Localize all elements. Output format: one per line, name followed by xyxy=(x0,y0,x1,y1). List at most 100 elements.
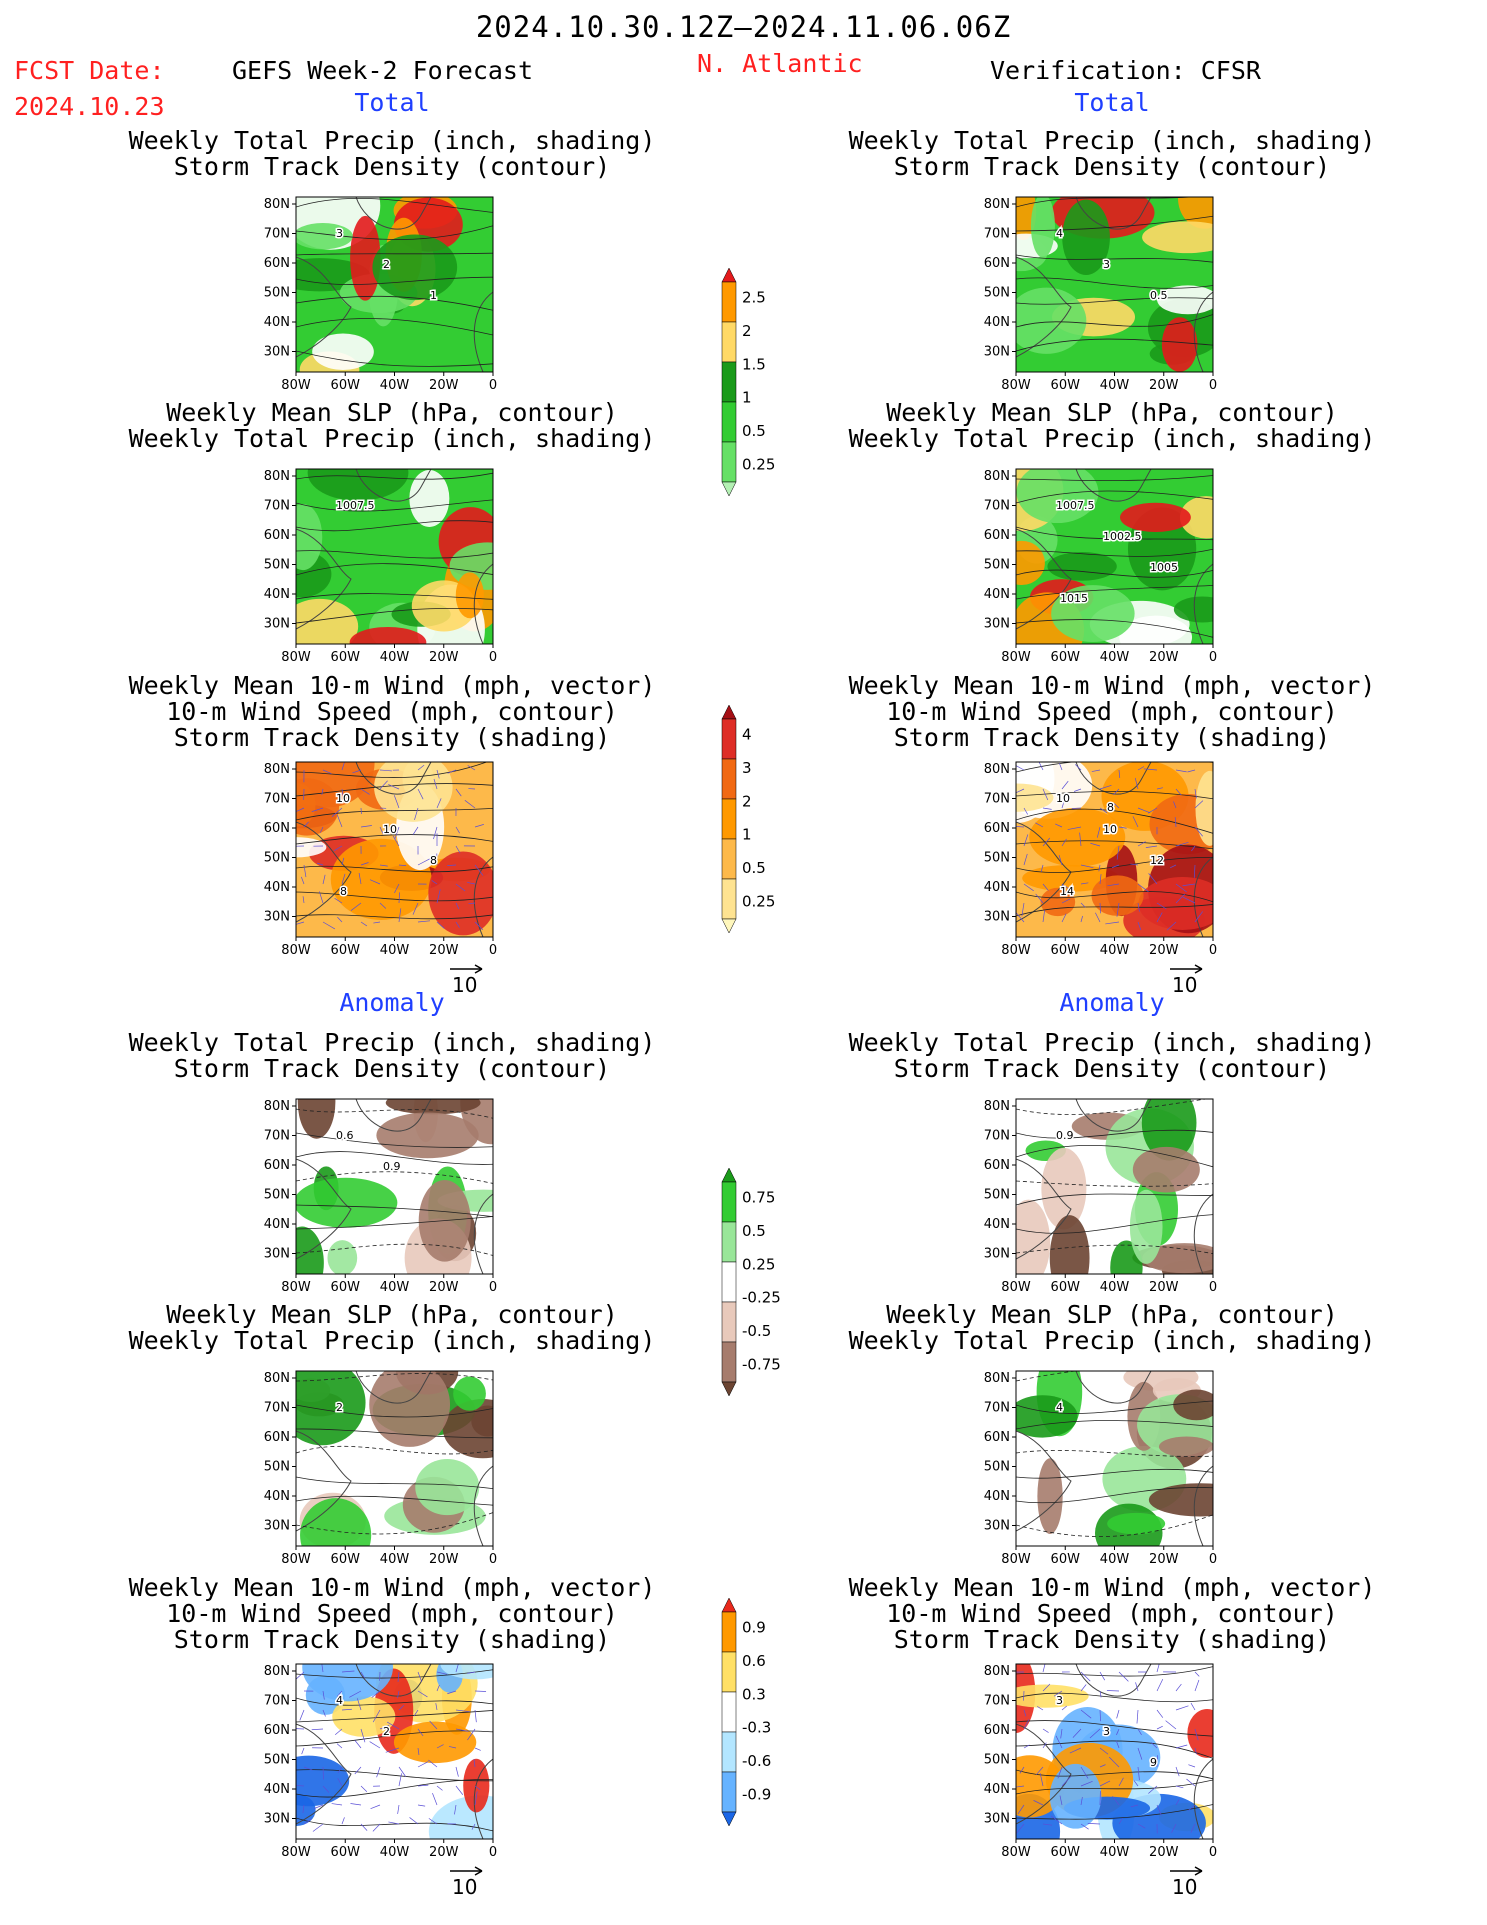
wind-vector xyxy=(1175,883,1187,893)
wind-vector xyxy=(1080,1684,1087,1692)
contour-label: 3 xyxy=(336,227,343,240)
wind-vector xyxy=(337,1766,343,1774)
lon-tick-label: 20W xyxy=(429,378,459,393)
contour-line xyxy=(296,834,493,845)
lon-tick-label: 0 xyxy=(1209,943,1217,958)
shading-region xyxy=(296,1371,366,1446)
contour-label: 4 xyxy=(1056,227,1063,240)
lat-tick-label: 70N xyxy=(264,1694,290,1709)
contour-line xyxy=(1016,1099,1209,1115)
wind-vector xyxy=(455,902,460,910)
shading-region xyxy=(1016,469,1099,524)
lat-tick-label: 50N xyxy=(264,1753,290,1768)
europe-africa-coastline xyxy=(1193,1758,1213,1839)
lat-tick-label: 60N xyxy=(984,1723,1010,1738)
wind-vector xyxy=(448,1746,457,1749)
colorbar-segment xyxy=(721,321,737,363)
colorbar-label: -0.6 xyxy=(742,1752,771,1770)
lon-tick-label: 0 xyxy=(1209,1552,1217,1567)
north-america-coastline xyxy=(1016,1158,1072,1260)
colorbar-label: 0.25 xyxy=(742,892,775,910)
wind-vector xyxy=(1137,1728,1142,1735)
contour-line xyxy=(296,1779,493,1798)
wind-vector xyxy=(1182,883,1196,887)
wind-vector xyxy=(467,1728,476,1741)
wind-vector xyxy=(474,1791,478,1806)
lon-tick-label: 40W xyxy=(380,378,410,393)
colorbar-label: -0.9 xyxy=(742,1785,771,1803)
colorbar-label: 0.5 xyxy=(742,422,766,440)
wind-vector xyxy=(1175,788,1182,796)
vector-ref-label: 10 xyxy=(1172,973,1198,997)
shading-region xyxy=(1187,1708,1213,1758)
wind-vector xyxy=(1023,1719,1030,1730)
colorbar-segment xyxy=(721,798,737,840)
contour-line xyxy=(296,1669,493,1679)
wind-vector xyxy=(417,1804,426,1807)
lat-tick-label: 80N xyxy=(264,469,290,484)
lon-tick-label: 40W xyxy=(380,1552,410,1567)
wind-vector xyxy=(436,1684,440,1692)
wind-vector xyxy=(341,857,345,866)
wind-vector xyxy=(379,780,388,790)
europe-africa-coastline xyxy=(473,291,493,372)
contour-label: 8 xyxy=(430,854,437,867)
wind-vector xyxy=(336,1743,343,1749)
wind-vector xyxy=(1156,787,1163,790)
contour-line xyxy=(1016,314,1213,328)
lon-tick-label: 80W xyxy=(281,1280,311,1295)
wind-vector xyxy=(1149,863,1158,866)
wind-vector xyxy=(1037,1706,1044,1711)
colorbar-segment xyxy=(721,1221,737,1263)
map-panel-p2: 4 3 0.5 80N 70N 60N 50N 40N 30N 80W 60W 40W 20W 0 xyxy=(961,195,1223,398)
lon-tick-label: 20W xyxy=(1149,378,1179,393)
colorbar-segment xyxy=(721,838,737,880)
lon-tick-label: 80W xyxy=(1001,943,1031,958)
contour-label: 3 xyxy=(1103,1725,1110,1738)
shading-region xyxy=(350,215,381,301)
contour-line xyxy=(296,865,493,873)
shading-region xyxy=(1142,221,1213,254)
wind-vector xyxy=(398,892,400,904)
wind-vector xyxy=(436,1671,448,1675)
wind-vector xyxy=(1080,915,1083,923)
contour-label: 8 xyxy=(340,885,347,898)
lon-tick-label: 60W xyxy=(1051,1280,1081,1295)
contour-line xyxy=(1016,338,1213,352)
lat-tick-label: 80N xyxy=(264,1371,290,1386)
title-p6: Weekly Mean 10-m Wind (mph, vector) 10-m … xyxy=(848,671,1376,752)
title-p2: Weekly Total Precip (inch, shading) Storm… xyxy=(848,126,1376,181)
colorbar-segment xyxy=(721,281,737,323)
wind-vector xyxy=(388,784,400,790)
wind-vector xyxy=(1061,898,1071,904)
wind-vector xyxy=(1143,768,1158,771)
wind-vector xyxy=(360,1728,366,1743)
shading-region xyxy=(296,504,323,571)
shading-region xyxy=(1173,596,1213,623)
contour-line xyxy=(296,225,493,240)
wind-vector xyxy=(1059,1795,1063,1806)
contour-line xyxy=(296,1495,493,1506)
wind-vector xyxy=(296,1671,305,1680)
contour-line xyxy=(296,197,493,213)
colorbar-cap xyxy=(721,1811,737,1827)
contour-label: 10 xyxy=(336,792,350,805)
wind-vector xyxy=(371,1690,381,1698)
title-p11: Weekly Mean 10-m Wind (mph, vector) 10-m … xyxy=(128,1573,656,1654)
contour-line xyxy=(1016,1692,1213,1703)
north-america-coastline xyxy=(1016,1430,1072,1532)
lon-tick-label: 80W xyxy=(1001,378,1031,393)
colorbar-label: 0.9 xyxy=(742,1619,766,1637)
wind-vector xyxy=(1042,837,1051,847)
wind-vector xyxy=(360,862,369,866)
vector-ref-p12: 10 xyxy=(1168,1862,1208,1899)
colorbar-segment xyxy=(721,758,737,800)
lat-tick-label: 70N xyxy=(984,1694,1010,1709)
wind-vector xyxy=(467,882,476,885)
lon-tick-label: 0 xyxy=(1209,650,1217,665)
lat-tick-label: 60N xyxy=(984,1430,1010,1445)
wind-vector xyxy=(331,1803,343,1806)
shading-region xyxy=(1016,1684,1089,1708)
colorbar-label: 1 xyxy=(742,826,752,844)
lat-tick-label: 70N xyxy=(264,1401,290,1416)
